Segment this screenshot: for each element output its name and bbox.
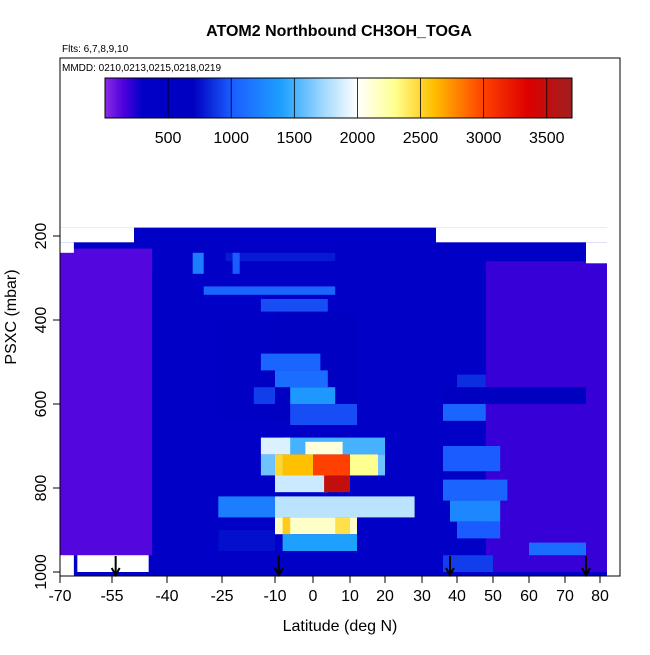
flight-track-arrow bbox=[273, 556, 284, 578]
no-data-region bbox=[60, 555, 74, 577]
heatmap-cell bbox=[174, 551, 328, 572]
heatmap-cell bbox=[443, 387, 586, 404]
no-data-region bbox=[60, 227, 134, 243]
heatmap-cell bbox=[529, 542, 586, 556]
x-axis-label: Latitude (deg N) bbox=[283, 618, 398, 635]
no-data-region bbox=[60, 242, 74, 253]
x-tick-label: -10 bbox=[263, 588, 286, 605]
no-data-region bbox=[77, 555, 149, 572]
heatmap-cell bbox=[305, 441, 343, 455]
heatmap-cell bbox=[152, 273, 219, 556]
y-tick-label: 800 bbox=[33, 475, 50, 502]
x-tick-label: 50 bbox=[484, 588, 502, 605]
heatmap-cell bbox=[260, 437, 291, 455]
heatmap-cells bbox=[60, 215, 607, 577]
y-tick-label: 400 bbox=[33, 307, 50, 334]
x-tick-label: 60 bbox=[520, 588, 538, 605]
flight-track-arrow bbox=[581, 556, 591, 578]
heatmap-cell bbox=[450, 500, 501, 522]
heatmap-cell bbox=[218, 530, 275, 551]
heatmap-cell bbox=[225, 252, 336, 262]
x-axis: -70 -55 -40 -25 -10 0 10 20 30 40 50 60 70 80 bbox=[48, 576, 609, 605]
no-data-region bbox=[60, 215, 607, 228]
x-tick-label: 20 bbox=[376, 588, 394, 605]
flight-track-arrow bbox=[110, 556, 121, 578]
colorbar-tick-label: 2500 bbox=[403, 130, 439, 147]
heatmap-cell bbox=[485, 261, 607, 572]
flight-arrows bbox=[110, 556, 591, 578]
x-tick-label: 0 bbox=[309, 588, 318, 605]
y-tick-label: 1000 bbox=[33, 554, 50, 590]
heatmap-cell bbox=[443, 479, 508, 501]
heatmap-cell bbox=[260, 299, 328, 312]
colorbar-tick-label: 1500 bbox=[277, 130, 313, 147]
colorbar bbox=[104, 77, 573, 119]
x-tick-label: -70 bbox=[48, 588, 71, 605]
y-tick-label: 200 bbox=[33, 223, 50, 250]
heatmap-cell bbox=[260, 353, 321, 371]
heatmap-cell bbox=[443, 555, 493, 572]
colorbar-ticks: 500 1000 1500 2000 2500 3000 3500 bbox=[155, 78, 565, 147]
x-tick-label: 80 bbox=[591, 588, 609, 605]
heatmap-cell bbox=[275, 496, 415, 518]
heatmap-cell bbox=[232, 252, 240, 274]
heatmap-cell bbox=[275, 370, 328, 388]
heatmap-cell bbox=[335, 517, 350, 535]
x-tick-label: 70 bbox=[556, 588, 574, 605]
colorbar-tick-label: 500 bbox=[155, 130, 182, 147]
x-tick-label: 30 bbox=[413, 588, 431, 605]
chart-title: ATOM2 Northbound CH3OH_TOGA bbox=[206, 23, 472, 40]
x-tick-label: -55 bbox=[100, 588, 123, 605]
colorbar-tick-label: 3500 bbox=[529, 130, 565, 147]
colorbar-tick-label: 2000 bbox=[340, 130, 376, 147]
x-tick-label: 40 bbox=[448, 588, 466, 605]
heatmap-cell bbox=[275, 454, 283, 476]
heatmap-cell bbox=[282, 517, 291, 535]
x-tick-label: 10 bbox=[341, 588, 359, 605]
no-data-region bbox=[436, 227, 607, 243]
dates-annotation: MMDD: 0210,0213,0215,0218,0219 bbox=[62, 63, 221, 74]
x-tick-label: -40 bbox=[155, 588, 178, 605]
heatmap-cell bbox=[290, 387, 336, 404]
y-axis: 200 400 600 800 1000 bbox=[33, 223, 60, 590]
heatmap-cell bbox=[443, 446, 501, 472]
heatmap-cell bbox=[218, 496, 275, 518]
y-axis-label: PSXC (mbar) bbox=[3, 269, 20, 364]
flight-track-arrow bbox=[445, 556, 455, 578]
heatmap-cell bbox=[457, 374, 486, 388]
heatmap-cell bbox=[324, 475, 350, 493]
plot-frame bbox=[59, 57, 621, 577]
colorbar-tick-label: 3000 bbox=[466, 130, 502, 147]
heatmap-cell bbox=[290, 404, 357, 425]
no-data-region bbox=[586, 242, 607, 264]
heatmap-cell bbox=[203, 286, 336, 295]
x-tick-label: -25 bbox=[210, 588, 233, 605]
y-tick-label: 600 bbox=[33, 391, 50, 418]
heatmap-cell bbox=[350, 454, 378, 476]
heatmap-cell bbox=[282, 454, 313, 476]
heatmap-cell bbox=[313, 454, 350, 476]
heatmap-cell bbox=[457, 521, 501, 539]
heatmap-cell bbox=[253, 387, 275, 404]
heatmap-cell bbox=[192, 252, 204, 274]
heatmap-cell bbox=[60, 248, 153, 556]
heatmap-cell bbox=[275, 475, 328, 493]
flights-annotation: Flts: 6,7,8,9,10 bbox=[62, 44, 129, 55]
colorbar-tick-label: 1000 bbox=[213, 130, 249, 147]
heatmap-cell bbox=[443, 399, 486, 421]
heatmap-cell bbox=[282, 534, 357, 551]
